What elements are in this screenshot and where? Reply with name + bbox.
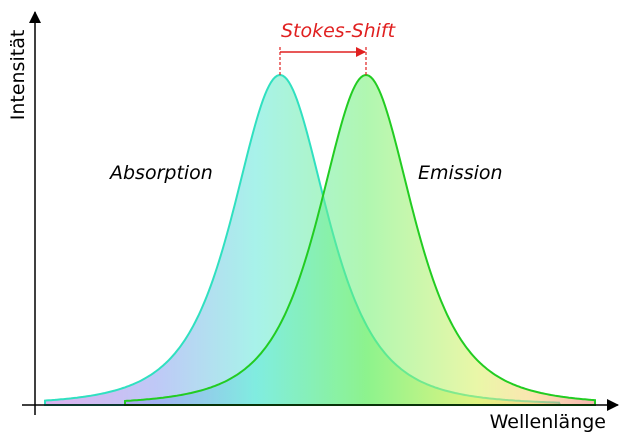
absorption-label: Absorption [108, 162, 213, 184]
emission-label: Emission [418, 162, 503, 184]
emission-curve [124, 74, 596, 406]
x-axis-label: Wellenlänge [490, 411, 606, 433]
y-axis-label: Intensität [7, 30, 29, 121]
shift-label: Stokes-Shift [281, 20, 397, 42]
